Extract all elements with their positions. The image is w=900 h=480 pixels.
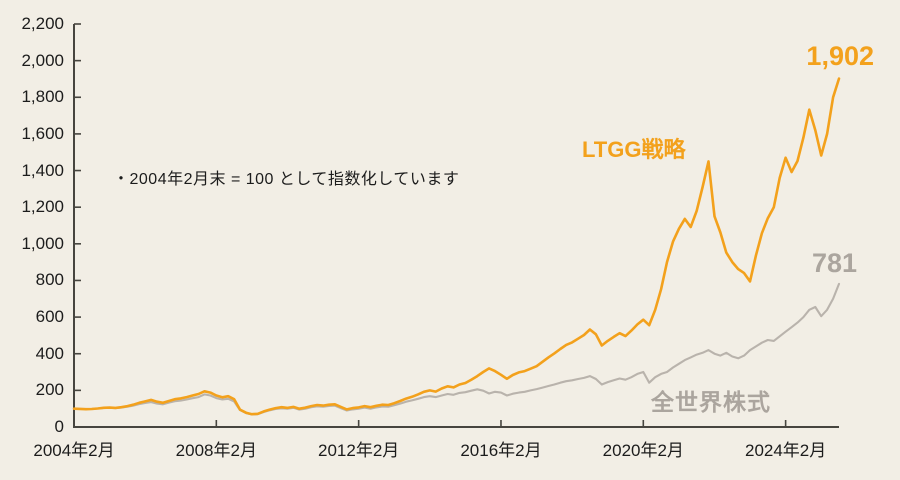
y-tick-label: 1,200 — [21, 197, 64, 217]
y-tick-label: 200 — [35, 380, 64, 400]
y-tick-label: 2,200 — [21, 14, 64, 33]
x-tick-label: 2004年2月 — [33, 441, 115, 460]
x-tick-label: 2008年2月 — [175, 441, 257, 460]
x-tick-label: 2020年2月 — [602, 441, 684, 460]
y-tick-label: 0 — [54, 417, 64, 436]
x-tick-label: 2024年2月 — [744, 441, 827, 460]
index-note: ・2004年2月末 = 100 として指数化しています — [113, 171, 460, 188]
end-value-ltgg: 1,902 — [806, 41, 874, 71]
x-tick-label: 2016年2月 — [460, 441, 542, 460]
y-tick-label: 1,800 — [21, 87, 64, 107]
series-label-world: 全世界株式 — [651, 389, 771, 415]
axes — [73, 24, 839, 428]
world-equity-line — [72, 282, 841, 416]
ltgg-line — [72, 77, 841, 416]
y-tick-label: 1,400 — [21, 160, 64, 180]
end-value-world: 781 — [811, 248, 857, 278]
x-tick-label: 2012年2月 — [318, 441, 400, 460]
y-tick-label: 1,600 — [21, 123, 64, 143]
y-tick-label: 1,000 — [21, 233, 64, 253]
y-tick-label: 800 — [35, 270, 64, 290]
y-tick-label: 2,000 — [21, 50, 64, 70]
series-label-ltgg: LTGG戦略 — [582, 137, 686, 162]
y-tick-label: 600 — [35, 307, 64, 327]
y-tick-label: 400 — [35, 343, 64, 363]
